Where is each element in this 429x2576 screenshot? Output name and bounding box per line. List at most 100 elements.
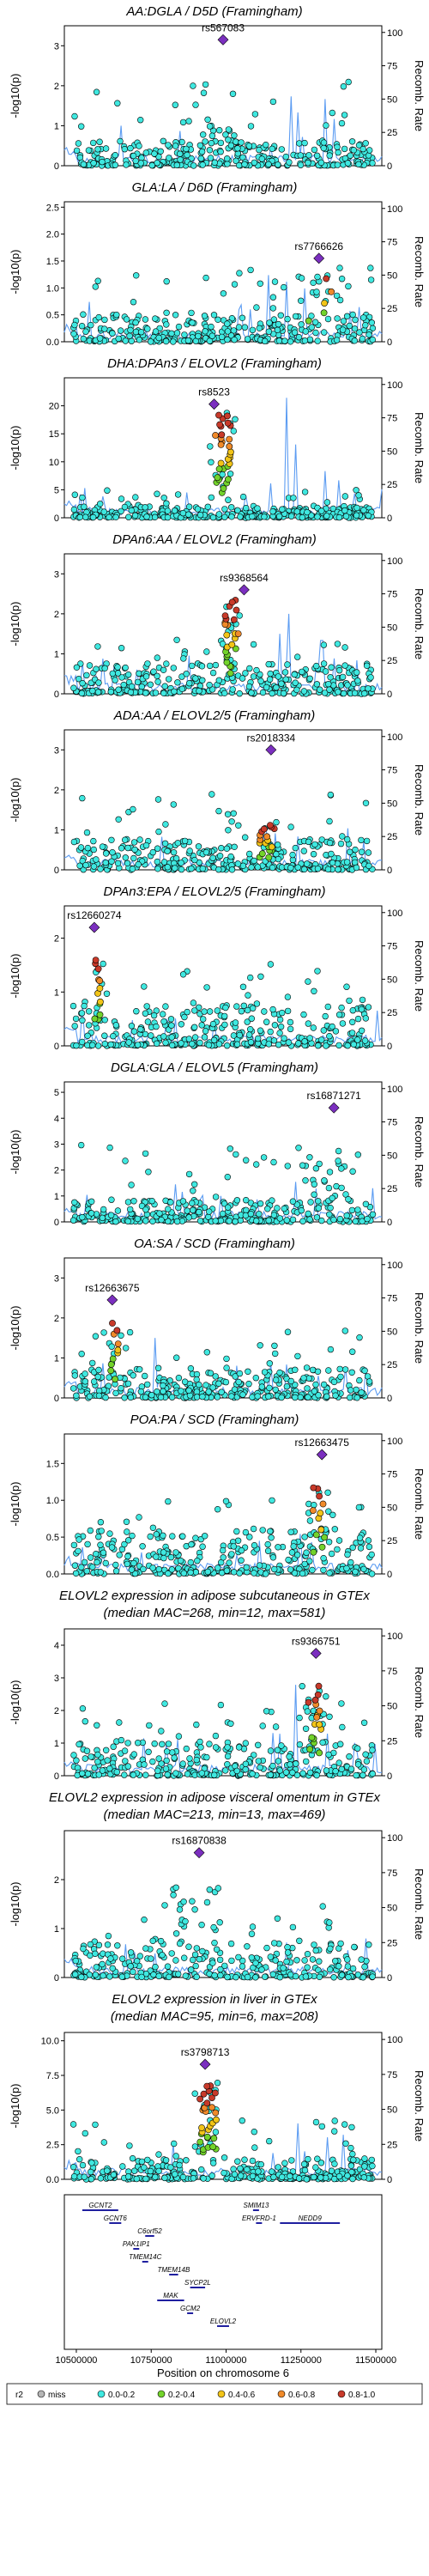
snp-point [254,1393,261,1400]
snp-point [79,1017,86,1024]
snp-point [185,1943,192,1950]
snp-point [259,1722,266,1729]
y2-tick-label: 25 [387,2140,397,2150]
snp-point [257,1200,264,1207]
snp-point [335,2172,343,2180]
snp-point [260,1154,268,1161]
snp-point [156,1210,163,1217]
snp-point [126,332,133,339]
snp-point [341,1327,348,1334]
snp-point [216,1956,224,1964]
snp-point [140,1565,147,1573]
snp-point [79,494,86,501]
snp-point [78,323,86,330]
snp-point [354,1761,362,1768]
snp-point [134,1042,142,1048]
snp-point [221,1012,228,1020]
snp-point [335,1537,343,1544]
snp-point [231,281,239,288]
snp-point [218,1388,225,1395]
snp-point [239,314,246,321]
y2-tick-label: 75 [387,2070,397,2081]
snp-point [114,860,122,866]
snp-point [138,2158,146,2166]
snp-point [163,660,170,667]
snp-point [114,1207,122,1214]
snp-point [274,1205,281,1212]
snp-point [208,686,216,693]
snp-point [79,679,86,687]
snp-point [269,507,276,515]
snp-point [275,1041,282,1048]
snp-point [267,1747,275,1754]
snp-point [214,1885,222,1892]
snp-point [191,1906,198,1913]
snp-point [305,1375,312,1382]
snp-point [75,1547,82,1555]
snp-point [248,864,255,871]
snp-point [211,1971,218,1979]
snp-point [206,1008,214,1015]
snp-point [227,853,234,860]
snp-point [257,280,263,287]
snp-point [299,513,305,521]
snp-point [237,1217,244,1224]
snp-point [169,1042,176,1049]
snp-point [269,1005,276,1013]
snp-point [186,679,193,687]
snp-point [128,1566,136,1573]
snp-point [142,1010,149,1017]
y-tick-label: 1.0 [46,283,59,294]
snp-point [299,1682,305,1690]
snp-point [79,2161,87,2169]
snp-point [212,1194,220,1200]
snp-point [210,312,218,319]
snp-point [306,1154,313,1161]
snp-point [196,142,204,149]
snp-point [220,1546,227,1554]
snp-point [324,1489,331,1497]
snp-point [320,144,327,152]
snp-point-ld [217,459,225,467]
snp-point [193,1388,201,1395]
snp-point [328,1550,335,1558]
snp-point [255,1035,262,1042]
snp-point-ld [227,670,234,677]
snp-point [154,1388,160,1395]
snp-point [128,1023,136,1030]
snp-point-ld [234,630,242,637]
snp-point [170,338,177,345]
snp-point [346,1753,353,1760]
snp-point [72,1957,80,1965]
snp-point [234,860,242,867]
snp-point [86,1393,94,1400]
snp-point [206,1886,214,1893]
snp-point [227,332,235,339]
snp-point [85,1022,93,1029]
snp-point [275,161,281,168]
snp-point [270,1037,278,1044]
snp-point [316,1973,323,1981]
snp-point [148,338,154,345]
snp-point [250,641,257,648]
snp-point [345,78,352,86]
snp-point [246,665,253,672]
snp-point [329,1511,336,1519]
snp-point [181,1954,188,1961]
snp-point [144,325,151,332]
y2-tick-label: 100 [387,1261,402,1271]
snp-point [325,1751,332,1759]
snp-point-ld [217,441,225,448]
snp-point [257,677,264,684]
y2-tick-label: 100 [387,1084,402,1095]
snp-point [289,1198,297,1205]
snp-point [73,147,81,155]
snp-point [236,270,243,276]
snp-point [205,1388,212,1395]
y-tick-label: 0.5 [46,311,59,321]
snp-point [219,641,227,647]
snp-point [347,2162,355,2169]
snp-point-ld [96,985,104,992]
snp-point [162,1765,170,1772]
snp-point [159,1741,166,1748]
